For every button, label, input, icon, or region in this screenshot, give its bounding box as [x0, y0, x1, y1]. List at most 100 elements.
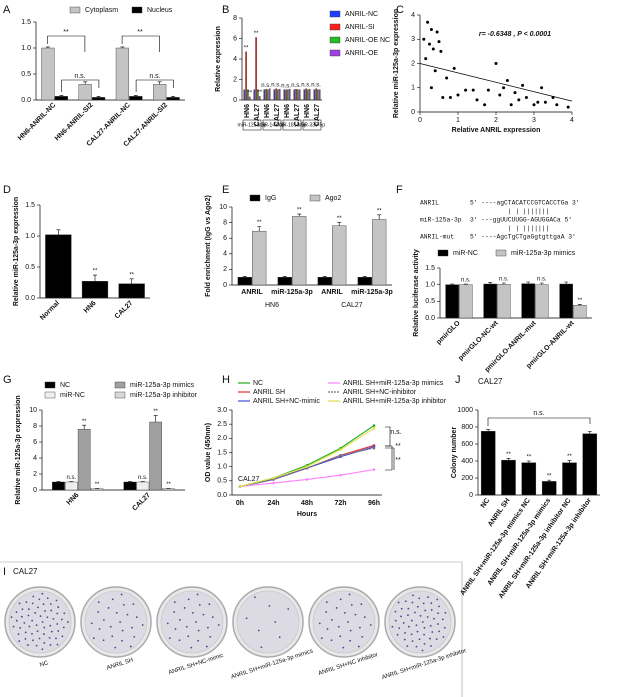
error-bar: [56, 229, 61, 235]
group-box: [282, 119, 302, 131]
significance: n.s.: [281, 83, 291, 89]
x-tick-label: 24h: [267, 500, 279, 507]
legend-swatch: [329, 49, 341, 57]
colony: [178, 619, 181, 621]
colony: [347, 621, 350, 623]
point: [424, 57, 428, 61]
error-bar: [153, 415, 158, 422]
y-tick-label: 8: [33, 423, 37, 430]
bar: [332, 225, 347, 286]
error-bar: [526, 460, 531, 463]
colony: [326, 628, 329, 630]
bar: [248, 96, 251, 101]
bar: [78, 84, 92, 101]
colony: [43, 642, 46, 644]
colony: [411, 601, 414, 604]
colony: [268, 604, 271, 607]
panel-letter: I: [3, 566, 6, 578]
colony: [207, 626, 209, 629]
colony: [402, 622, 405, 624]
colony: [49, 644, 52, 646]
significance: **: [547, 474, 552, 480]
colony: [56, 612, 59, 615]
pairing: | | |||||||: [470, 208, 549, 215]
x-tick-label: miR-125a-3p: [271, 289, 313, 296]
panel-letter: J: [455, 374, 461, 386]
colony: [25, 601, 28, 604]
error-bar: [564, 281, 569, 284]
bar: [243, 89, 246, 101]
x-tick-label: CAL27: [294, 104, 301, 126]
point: [305, 478, 309, 481]
colony: [18, 640, 21, 642]
error-bar: [567, 460, 572, 463]
colony: [35, 624, 38, 627]
colony: [198, 604, 201, 606]
point: [339, 448, 342, 451]
colony: [12, 625, 15, 628]
colony: [191, 611, 194, 614]
x-tick-label: 0h: [236, 500, 244, 507]
y-tick-label: 1.0: [21, 45, 31, 52]
bar: [64, 481, 78, 491]
legend-swatch: [437, 249, 449, 257]
significance: **: [166, 482, 171, 488]
colony: [406, 645, 409, 648]
bar: [237, 277, 252, 286]
error-bar: [362, 276, 367, 278]
colony: [131, 626, 133, 629]
colony: [337, 625, 340, 628]
y-tick-label: 6: [33, 439, 37, 446]
colony: [422, 602, 425, 605]
colony: [426, 616, 429, 618]
x-tick-label: 4: [570, 117, 574, 124]
bar: [77, 429, 91, 491]
panel-letter: F: [396, 184, 403, 196]
colony: [52, 617, 55, 620]
group-label: CAL27: [341, 302, 363, 309]
legend-swatch: [249, 194, 261, 202]
legend-swatch: [114, 381, 126, 389]
legend-label: ANRIL SH+miR-125a-3p mimics: [343, 380, 444, 387]
point: [372, 446, 376, 450]
legend-label: NC: [253, 380, 263, 387]
point: [505, 78, 509, 82]
colony: [17, 633, 20, 636]
bar: [81, 281, 109, 299]
colony: [97, 601, 100, 604]
trend-line: [419, 63, 573, 102]
colony: [10, 616, 13, 619]
colony: [49, 603, 52, 605]
legend-swatch: [114, 391, 126, 399]
point: [372, 427, 376, 430]
colony: [424, 609, 427, 612]
point: [372, 424, 376, 427]
legend-swatch: [131, 6, 143, 14]
colony: [274, 621, 277, 623]
bar: [263, 89, 266, 101]
sequence-name: miR-125a-3p: [420, 217, 462, 224]
point: [441, 95, 445, 99]
bar: [166, 97, 180, 101]
colony: [38, 598, 41, 601]
significance: **: [337, 216, 342, 222]
colony: [421, 649, 424, 652]
colony: [187, 598, 190, 601]
significance: n.s.: [271, 82, 281, 88]
colony: [435, 638, 438, 641]
bar: [283, 89, 286, 101]
x-tick-label: ANRIL: [321, 289, 343, 296]
point: [471, 88, 475, 92]
bar: [288, 89, 291, 101]
colony: [56, 623, 59, 625]
group-box: [262, 119, 282, 131]
colony: [398, 627, 401, 630]
y-tick-label: 0.0: [217, 492, 227, 499]
y-tick-label: 2: [411, 60, 415, 67]
x-tick-label: ANRIL: [241, 289, 263, 296]
colony: [31, 602, 34, 605]
bar: [52, 481, 65, 491]
x-tick-label: 2: [494, 117, 498, 124]
y-tick-label: 10: [29, 407, 37, 414]
colony: [126, 613, 129, 616]
